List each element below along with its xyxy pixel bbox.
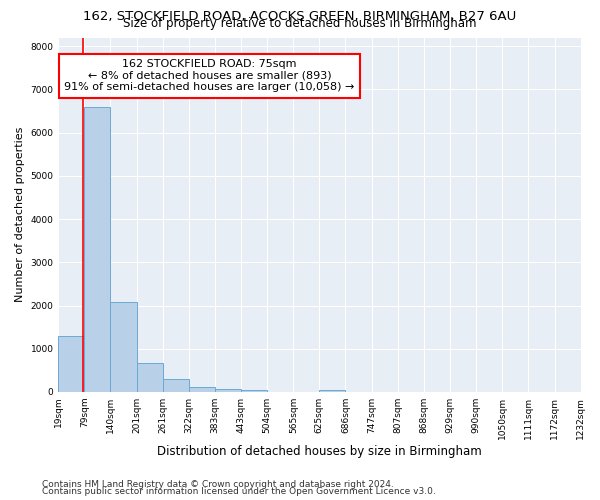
Text: 162, STOCKFIELD ROAD, ACOCKS GREEN, BIRMINGHAM, B27 6AU: 162, STOCKFIELD ROAD, ACOCKS GREEN, BIRM… (83, 10, 517, 23)
Bar (189, 387, 215, 392)
Text: Size of property relative to detached houses in Birmingham: Size of property relative to detached ho… (123, 18, 477, 30)
Bar (137, 362, 163, 392)
Bar (319, 390, 346, 392)
Y-axis label: Number of detached properties: Number of detached properties (15, 127, 25, 302)
Bar (58, 336, 84, 392)
Bar (163, 379, 189, 392)
Bar (84, 106, 110, 392)
X-axis label: Distribution of detached houses by size in Birmingham: Distribution of detached houses by size … (157, 444, 482, 458)
Text: Contains public sector information licensed under the Open Government Licence v3: Contains public sector information licen… (42, 487, 436, 496)
Text: Contains HM Land Registry data © Crown copyright and database right 2024.: Contains HM Land Registry data © Crown c… (42, 480, 394, 489)
Bar (215, 388, 241, 392)
Bar (110, 302, 137, 392)
Text: 162 STOCKFIELD ROAD: 75sqm
← 8% of detached houses are smaller (893)
91% of semi: 162 STOCKFIELD ROAD: 75sqm ← 8% of detac… (64, 59, 355, 92)
Bar (241, 390, 267, 392)
